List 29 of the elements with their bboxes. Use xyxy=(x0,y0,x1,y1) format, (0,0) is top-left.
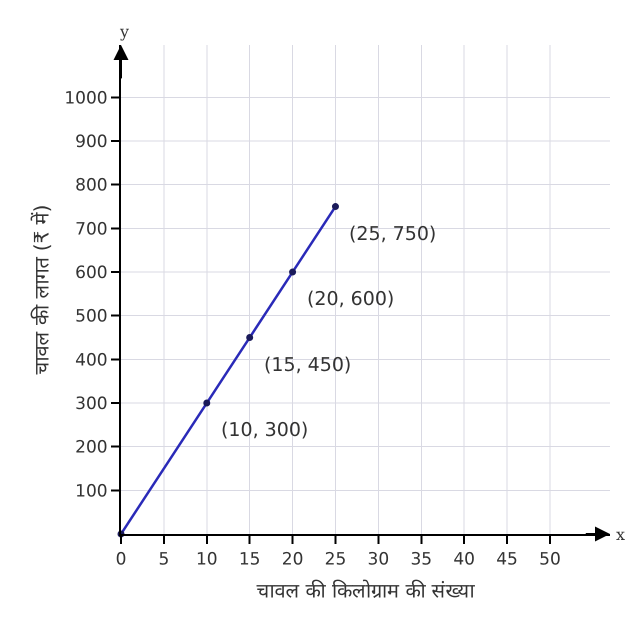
x-tick-label: 25 xyxy=(324,549,346,570)
x-tick-label: 5 xyxy=(158,549,170,570)
y-tick-label: 900 xyxy=(75,132,108,152)
x-tick-label: 40 xyxy=(453,549,475,570)
x-tick-label: 30 xyxy=(368,549,390,570)
y-axis-title: चावल की लागत (₹ में) xyxy=(29,204,54,374)
annotation: (10, 300) xyxy=(221,419,308,441)
x-tick-label: 45 xyxy=(496,549,518,570)
y-tick-label: 100 xyxy=(75,481,108,502)
y-tick-label: 700 xyxy=(75,219,108,240)
x-tick-label: 50 xyxy=(539,549,561,570)
text: x xyxy=(616,525,626,544)
y-tick-label: 400 xyxy=(75,350,108,370)
annotation: (20, 600) xyxy=(307,288,394,310)
y-tick-label: 800 xyxy=(75,176,108,196)
x-tick-label: 10 xyxy=(196,549,218,570)
annotation: (25, 750) xyxy=(349,223,436,245)
x-tick-label: 20 xyxy=(282,549,304,570)
y-tick-label: 600 xyxy=(75,262,108,283)
x-tick-label: 0 xyxy=(116,549,126,570)
y-tick-label: 1000 xyxy=(64,88,108,108)
text: y xyxy=(119,22,130,41)
y-tick-label: 300 xyxy=(75,394,108,414)
annotation: (15, 450) xyxy=(264,354,352,376)
x-tick-label: 15 xyxy=(238,549,260,570)
x-axis-title: चावल की किलोग्राम की संख्या xyxy=(256,578,476,602)
y-tick-label: 200 xyxy=(75,438,108,458)
x-tick-label: 35 xyxy=(410,549,432,570)
y-tick-label: 500 xyxy=(75,306,108,327)
